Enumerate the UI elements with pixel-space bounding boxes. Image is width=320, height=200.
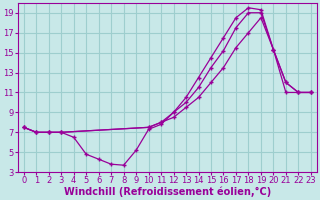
X-axis label: Windchill (Refroidissement éolien,°C): Windchill (Refroidissement éolien,°C) [64, 187, 271, 197]
